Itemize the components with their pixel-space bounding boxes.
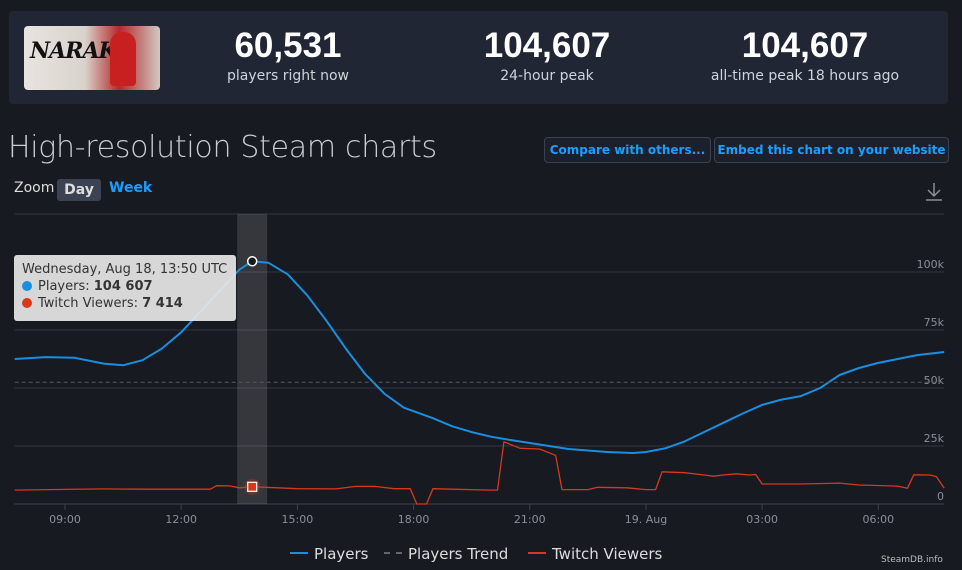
legend-line-icon	[290, 552, 308, 554]
stat-label: players right now	[227, 68, 349, 84]
twitch-highlight-marker	[247, 481, 258, 492]
x-tick-label: 15:00	[282, 513, 314, 526]
x-tick-label: 19. Aug	[625, 513, 667, 526]
compare-button[interactable]: Compare with others...	[544, 137, 711, 163]
chart-tooltip: Wednesday, Aug 18, 13:50 UTC Players: 10…	[14, 255, 236, 321]
x-tick-label: 18:00	[398, 513, 430, 526]
steamdb-credit[interactable]: SteamDB.info	[881, 555, 943, 565]
stat-value: 104,607	[483, 26, 611, 65]
stat-24h-peak: 104,607 24-hour peak	[437, 26, 657, 84]
x-tick-label: 06:00	[862, 513, 894, 526]
legend-players-trend[interactable]: Players Trend	[384, 545, 508, 563]
x-tick-label: 09:00	[49, 513, 81, 526]
stat-current-players: 60,531 players right now	[178, 26, 398, 84]
legend-twitch-viewers[interactable]: Twitch Viewers	[528, 545, 662, 563]
zoom-week-button[interactable]: Week	[109, 180, 153, 196]
logo-figure	[110, 32, 136, 86]
legend-label: Twitch Viewers	[552, 545, 663, 563]
tooltip-twitch: Twitch Viewers: 7 414	[22, 295, 236, 312]
x-tick-label: 21:00	[514, 513, 546, 526]
zoom-label: Zoom	[14, 180, 55, 196]
stat-label: 24-hour peak	[500, 68, 594, 84]
y-tick-label: 50k	[924, 374, 945, 387]
x-tick-label: 03:00	[746, 513, 778, 526]
tooltip-players-label: Players:	[38, 279, 94, 294]
stat-all-time-peak: 104,607 all-time peak 18 hours ago	[695, 26, 915, 84]
twitch-dot-icon	[22, 298, 32, 308]
series-twitch-viewers-line	[14, 441, 945, 505]
y-tick-label: 75k	[924, 316, 945, 329]
tooltip-twitch-label: Twitch Viewers:	[38, 296, 143, 311]
game-logo[interactable]: NARAKA	[24, 26, 160, 90]
tooltip-players-value: 104 607	[93, 279, 153, 294]
y-tick-label: 0	[937, 490, 944, 503]
y-tick-label: 25k	[924, 432, 945, 445]
x-tick-label: 12:00	[165, 513, 197, 526]
stat-label: all-time peak 18 hours ago	[710, 68, 900, 84]
stat-value: 60,531	[234, 26, 342, 65]
zoom-day-button[interactable]: Day	[57, 179, 101, 201]
legend-dash-icon	[384, 552, 402, 554]
players-highlight-marker	[246, 256, 258, 267]
stat-value: 104,607	[741, 26, 869, 65]
legend-label: Players Trend	[408, 545, 509, 563]
y-tick-label: 100k	[917, 258, 945, 271]
tooltip-players: Players: 104 607	[22, 278, 236, 295]
series-players-line	[14, 260, 945, 454]
tooltip-twitch-value: 7 414	[142, 296, 183, 311]
tooltip-date: Wednesday, Aug 18, 13:50 UTC	[22, 262, 228, 277]
embed-button[interactable]: Embed this chart on your website	[714, 137, 949, 163]
legend-line-icon	[528, 552, 546, 554]
legend-label: Players	[314, 545, 369, 563]
stats-card	[9, 11, 948, 104]
download-icon[interactable]	[924, 180, 944, 202]
legend-players[interactable]: Players	[290, 545, 369, 563]
page-title: High-resolution Steam charts	[8, 130, 437, 165]
players-dot-icon	[22, 281, 32, 291]
